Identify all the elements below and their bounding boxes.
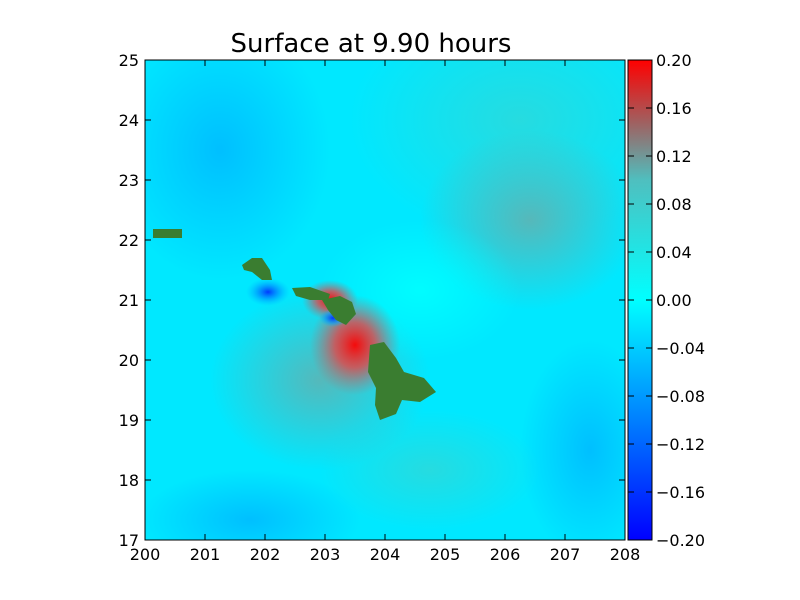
- y-tick-label: 18: [119, 471, 139, 490]
- island-kauai: [153, 229, 182, 238]
- heatmap-field: [145, 60, 625, 540]
- colorbar-tick-label: −0.20: [656, 531, 705, 550]
- colorbar-tick-label: 0.16: [656, 99, 692, 118]
- x-tick-label: 205: [430, 545, 461, 564]
- island-maui: [322, 296, 356, 325]
- colorbar-tick-label: 0.04: [656, 243, 692, 262]
- y-tick-label: 20: [119, 351, 139, 370]
- x-tick-label: 203: [310, 545, 341, 564]
- y-tick-label: 21: [119, 291, 139, 310]
- y-tick-label: 24: [119, 111, 139, 130]
- y-axis: 17 18 19 20 21 22 23 24 25: [119, 51, 625, 550]
- colorbar-tick-label: 0.00: [656, 291, 692, 310]
- y-tick-label: 17: [119, 531, 139, 550]
- anomaly-blue-oahu: [246, 278, 290, 306]
- y-tick-label: 25: [119, 51, 139, 70]
- colorbar-axis: 0.20 0.16 0.12 0.08 0.04 0.00 −0.04 −0.08 −0.12 −…: [628, 51, 705, 550]
- colorbar-tick-label: −0.16: [656, 483, 705, 502]
- x-tick-label: 206: [490, 545, 521, 564]
- colorbar-tick-label: −0.08: [656, 387, 705, 406]
- field-blob-southeast: [520, 340, 625, 540]
- colorbar-tick-label: 0.20: [656, 51, 692, 70]
- x-tick-label: 200: [130, 545, 161, 564]
- x-axis: 200 201 202 203 204 205 206 207 208: [130, 60, 641, 564]
- colorbar-tick-label: 0.12: [656, 147, 692, 166]
- colorbar-tick-label: 0.08: [656, 195, 692, 214]
- colorbar-tick-label: −0.12: [656, 435, 705, 454]
- field-blob-southwest: [145, 470, 360, 540]
- colorbar-tick-label: −0.04: [656, 339, 705, 358]
- chart-title: Surface at 9.90 hours: [231, 29, 512, 59]
- y-tick-label: 19: [119, 411, 139, 430]
- x-tick-label: 202: [250, 545, 281, 564]
- x-tick-label: 208: [610, 545, 641, 564]
- x-tick-label: 204: [370, 545, 401, 564]
- x-tick-label: 201: [190, 545, 221, 564]
- y-tick-label: 23: [119, 171, 139, 190]
- field-blob-northwest: [145, 60, 330, 280]
- island-molokai: [292, 287, 330, 300]
- x-tick-label: 207: [550, 545, 581, 564]
- island-hawaii: [368, 342, 436, 420]
- y-tick-label: 22: [119, 231, 139, 250]
- island-oahu: [242, 258, 272, 280]
